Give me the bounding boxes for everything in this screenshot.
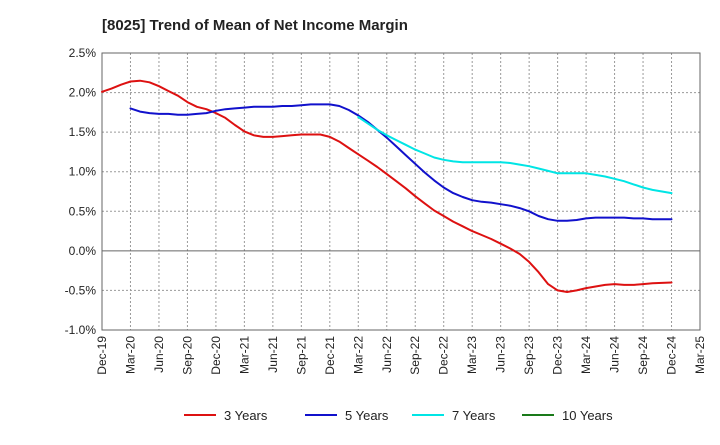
x-tick-label: Sep-20 [180,336,194,375]
x-tick-label: Dec-23 [551,336,565,375]
x-tick-label: Dec-20 [209,336,223,375]
x-tick-label: Mar-24 [579,336,593,374]
x-tick-label: Jun-23 [494,336,508,373]
legend-label-1: 5 Years [345,408,389,423]
legend: 3 Years 5 Years 7 Years 10 Years [184,408,613,423]
x-tick-label: Dec-21 [323,336,337,375]
y-tick-label: -0.5% [65,283,97,297]
x-tick-label: Sep-21 [294,336,308,375]
axes: -1.0% -0.5% 0.0% 0.5% 1.0% 1.5% 2.0% 2.5% Dec-19… [65,46,707,375]
y-tick-label: 0.0% [69,244,97,258]
plot-frame [101,52,701,331]
y-tick-label: 2.0% [69,86,97,100]
x-tick-label: Mar-23 [465,336,479,374]
legend-label-0: 3 Years [224,408,268,423]
x-tick-label: Jun-24 [608,336,622,373]
x-tick-label: Mar-22 [351,336,365,374]
y-tick-label: 0.5% [69,204,97,218]
x-tick-label: Jun-22 [380,336,394,373]
y-tick-label: 1.5% [69,125,97,139]
x-tick-label: Sep-24 [636,336,650,375]
series-line-1 [129,103,673,222]
legend-label-3: 10 Years [562,408,613,423]
x-tick-label: Sep-23 [522,336,536,375]
x-tick-label: Dec-19 [95,336,109,375]
x-tick-label: Mar-21 [237,336,251,374]
x-tick-label: Dec-24 [665,336,679,375]
grid [101,52,701,331]
x-tick-label: Sep-22 [408,336,422,375]
y-tick-label: 2.5% [69,46,97,60]
x-tick-label: Dec-22 [437,336,451,375]
plot-area [102,53,700,330]
legend-label-2: 7 Years [452,408,496,423]
y-tick-label: -1.0% [65,323,97,337]
x-tick-label: Jun-21 [266,336,280,373]
series-lines [101,79,673,293]
x-tick-label: Jun-20 [152,336,166,373]
x-tick-label: Mar-20 [123,336,137,374]
y-tick-label: 1.0% [69,165,97,179]
x-tick-label: Mar-25 [693,336,707,374]
series-line-2 [357,116,673,195]
series-line-0 [101,79,673,293]
chart-title: [8025] Trend of Mean of Net Income Margi… [102,17,408,34]
